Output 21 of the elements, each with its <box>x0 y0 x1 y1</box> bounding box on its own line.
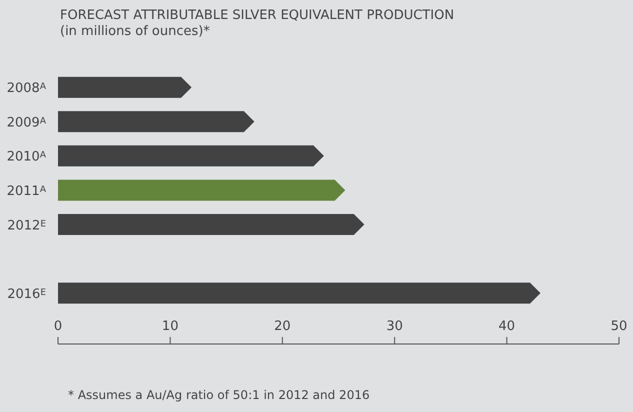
chart-subtitle: (in millions of ounces)* <box>60 24 211 40</box>
chart-title: FORECAST ATTRIBUTABLE SILVER EQUIVALENT PRODUCTION <box>60 8 454 24</box>
x-tick-label: 50 <box>610 319 628 334</box>
x-tick-label: 30 <box>386 319 403 334</box>
bar <box>58 214 364 235</box>
x-tick-label: 20 <box>274 319 291 334</box>
y-tick-label: 2008$^{A}$ <box>6 81 47 96</box>
y-tick-label: 2012$^{E}$ <box>7 218 46 234</box>
x-tick-label: 10 <box>162 319 178 334</box>
bar <box>58 76 192 98</box>
y-tick-label: 2009$^{A}$ <box>6 115 47 130</box>
text: * Assumes a Au/Ag ratio of 50:1 in 2012 and 2016 <box>68 388 370 402</box>
x-tick-label: 40 <box>498 319 516 334</box>
y-tick-label: 2016$^{E}$ <box>7 286 46 302</box>
bar <box>58 180 346 201</box>
bar <box>58 111 254 132</box>
y-tick-label: 2011$^{A}$ <box>6 184 47 199</box>
y-tick-label: 2010$^{A}$ <box>6 150 47 165</box>
bar <box>58 145 324 166</box>
x-tick-label: 0 <box>54 319 62 334</box>
bar <box>58 282 540 304</box>
